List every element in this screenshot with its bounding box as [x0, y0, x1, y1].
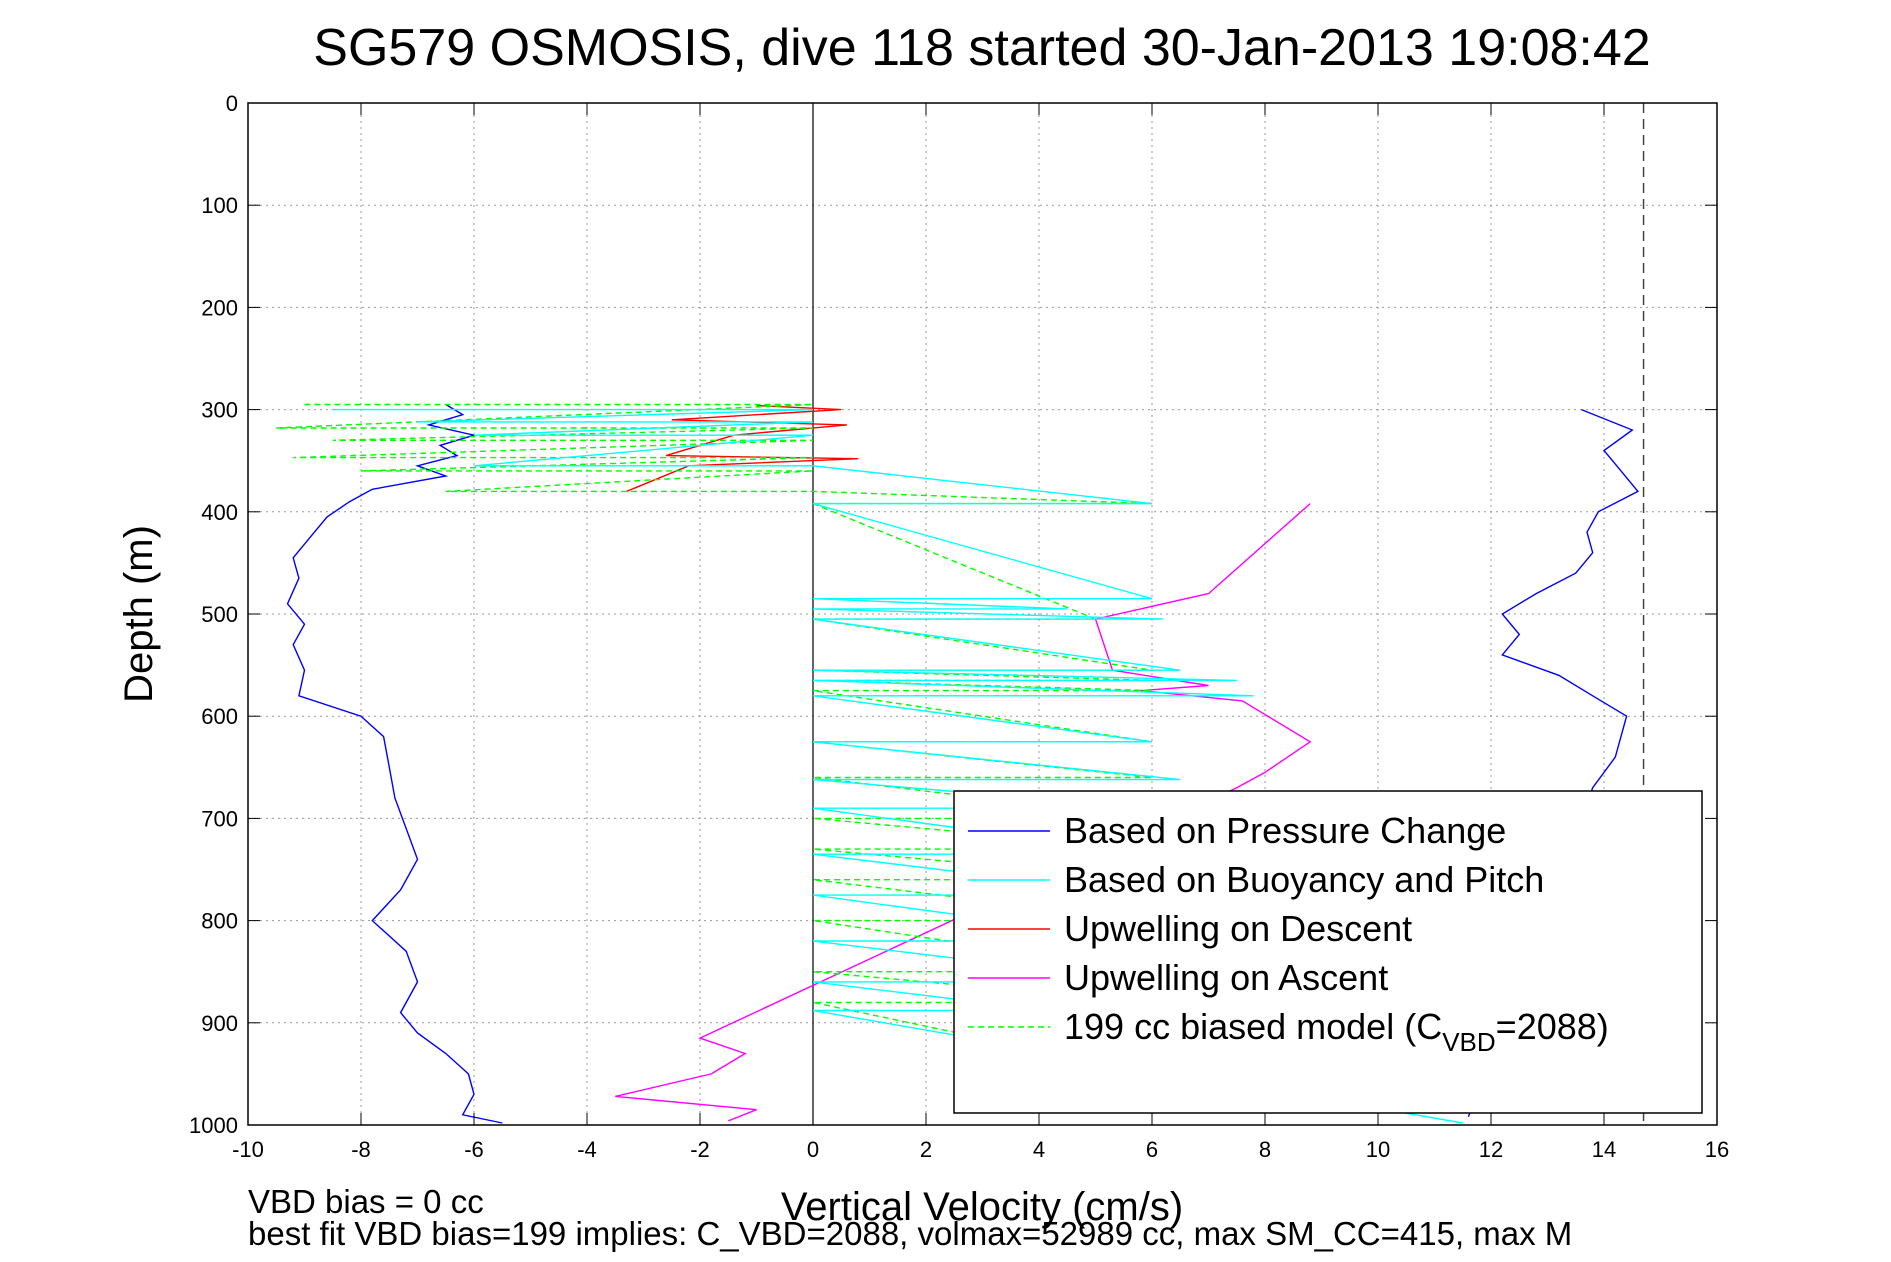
x-tick-label: 12 [1479, 1137, 1503, 1162]
x-tick-label: 4 [1033, 1137, 1045, 1162]
legend-label: Based on Buoyancy and Pitch [1064, 859, 1544, 900]
legend-label: Upwelling on Descent [1064, 908, 1412, 949]
x-tick-label: -8 [351, 1137, 371, 1162]
legend-label: Upwelling on Ascent [1064, 957, 1388, 998]
x-axis-ticks: -10 -8 -6 -4 -2 0 2 4 6 8 10 12 14 16 [232, 103, 1729, 1162]
x-tick-label: 6 [1146, 1137, 1158, 1162]
series-based-on-pressure-change-descent [286, 403, 503, 1124]
x-tick-label: 8 [1259, 1137, 1271, 1162]
y-axis-ticks: 0 100 200 300 400 500 600 700 800 900 1000 [189, 91, 1717, 1138]
x-tick-label: -2 [690, 1137, 710, 1162]
y-tick-label: 0 [226, 91, 238, 116]
chart-title: SG579 OSMOSIS, dive 118 started 30-Jan-2… [313, 19, 1650, 77]
x-tick-label: 14 [1592, 1137, 1616, 1162]
y-tick-label: 100 [201, 193, 238, 218]
footnote-best-fit: best fit VBD bias=199 implies: C_VBD=208… [248, 1215, 1572, 1252]
footnote-vbd-bias: VBD bias = 0 cc [248, 1183, 484, 1220]
x-tick-label: 0 [807, 1137, 819, 1162]
y-axis-label: Depth (m) [117, 525, 161, 703]
x-axis-label: Vertical Velocity (cm/s) [781, 1185, 1183, 1229]
y-tick-label: 900 [201, 1011, 238, 1036]
x-tick-label: -10 [232, 1137, 264, 1162]
x-tick-label: 2 [920, 1137, 932, 1162]
y-tick-label: 400 [201, 500, 238, 525]
y-tick-label: 700 [201, 806, 238, 831]
x-tick-label: -4 [577, 1137, 597, 1162]
y-tick-label: 200 [201, 295, 238, 320]
legend-box [953, 790, 1703, 1114]
series-upwelling-on-ascent [615, 503, 1312, 1122]
legend-label: 199 cc biased model (CVBD=2088) [1064, 1006, 1609, 1057]
y-tick-label: 600 [201, 704, 238, 729]
x-tick-label: -6 [464, 1137, 484, 1162]
x-tick-label: 10 [1366, 1137, 1390, 1162]
y-tick-label: 500 [201, 602, 238, 627]
y-tick-label: 800 [201, 909, 238, 934]
y-tick-label: 1000 [189, 1113, 238, 1138]
legend: Based on Pressure Change Based on Buoyanc… [953, 790, 1703, 1114]
x-tick-label: 16 [1705, 1137, 1729, 1162]
y-tick-label: 300 [201, 398, 238, 423]
legend-label: Based on Pressure Change [1064, 810, 1506, 851]
series-based-on-pressure-change-ascent [1467, 408, 1639, 1118]
